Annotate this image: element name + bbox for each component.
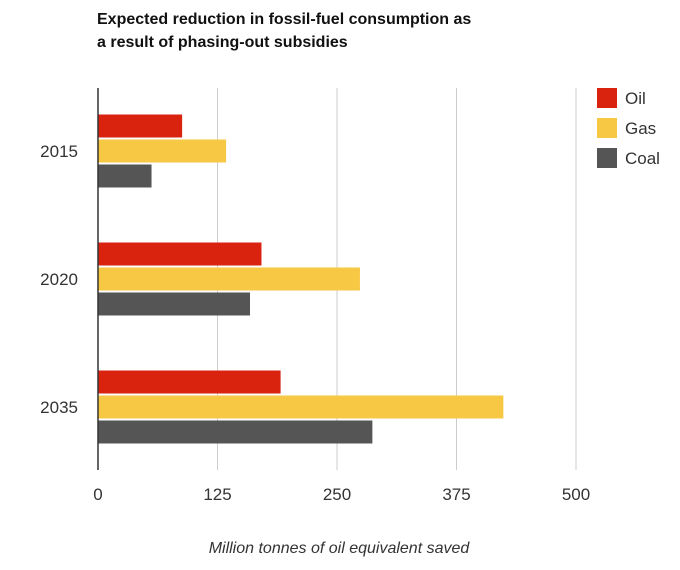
chart-title: Expected reduction in fossil-fuel consum…	[97, 8, 657, 54]
x-tick-label-2: 250	[323, 485, 351, 504]
category-label-2020: 2020	[40, 270, 78, 289]
legend-swatch-gas	[597, 118, 617, 138]
x-tick-label-1: 125	[203, 485, 231, 504]
category-label-2015: 2015	[40, 142, 78, 161]
chart-title-line-2: a result of phasing-out subsidies	[97, 34, 348, 51]
legend-swatch-coal	[597, 148, 617, 168]
category-label-2035: 2035	[40, 398, 78, 417]
bar-oil-2035	[98, 370, 281, 394]
legend-label-coal: Coal	[625, 149, 660, 168]
x-tick-label-4: 500	[562, 485, 590, 504]
bar-oil-2015	[98, 114, 183, 138]
x-axis-title: Million tonnes of oil equivalent saved	[209, 540, 471, 557]
chart-title-line-1: Expected reduction in fossil-fuel consum…	[97, 11, 472, 28]
bar-coal-2015	[98, 164, 152, 188]
legend-label-oil: Oil	[625, 89, 646, 108]
bar-coal-2020	[98, 292, 251, 316]
bar-gas-2035	[98, 395, 504, 419]
bar-coal-2035	[98, 420, 373, 444]
bar-gas-2015	[98, 139, 227, 163]
x-tick-label-3: 375	[442, 485, 470, 504]
legend-swatch-oil	[597, 88, 617, 108]
x-tick-label-0: 0	[93, 485, 102, 504]
bar-gas-2020	[98, 267, 360, 291]
bar-oil-2020	[98, 242, 262, 266]
legend-label-gas: Gas	[625, 119, 656, 138]
